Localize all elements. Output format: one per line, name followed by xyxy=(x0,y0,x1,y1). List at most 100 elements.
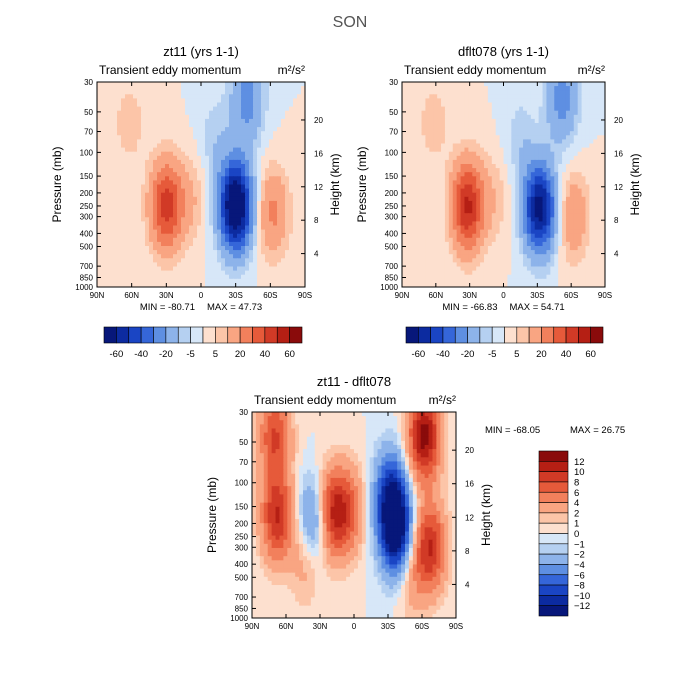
contour-cell xyxy=(193,262,198,268)
contour-cell xyxy=(601,172,605,177)
contour-cell xyxy=(417,139,423,145)
contour-cell xyxy=(173,155,178,161)
contour-cell xyxy=(197,250,202,255)
contour-cell xyxy=(197,164,202,169)
contour-cell xyxy=(293,110,298,116)
contour-cell xyxy=(593,241,598,247)
contour-cell xyxy=(491,139,497,145)
contour-cell xyxy=(487,172,493,177)
contour-cell xyxy=(213,131,218,136)
contour-cell xyxy=(437,168,442,173)
contour-cell xyxy=(97,200,102,206)
contour-cell xyxy=(554,192,559,198)
contour-cell xyxy=(433,139,438,145)
contour-cell xyxy=(519,114,524,120)
contour-cell xyxy=(217,250,222,255)
contour-cell xyxy=(97,123,102,128)
contour-cell xyxy=(185,106,190,112)
contour-cell xyxy=(480,200,485,206)
contour-cell xyxy=(133,98,138,104)
min-label: MIN = -80.71 xyxy=(140,302,195,313)
contour-cell xyxy=(181,205,186,210)
contour-cell xyxy=(429,172,434,177)
contour-cell xyxy=(157,106,162,112)
contour-cell xyxy=(437,151,442,157)
contour-cell xyxy=(499,192,505,198)
contour-cell xyxy=(562,164,567,169)
contour-cell xyxy=(101,131,106,136)
contour-cell xyxy=(237,274,242,280)
contour-cell xyxy=(499,176,505,181)
contour-cell xyxy=(273,155,278,161)
contour-cell xyxy=(301,254,305,259)
contour-cell xyxy=(499,213,505,218)
contour-cell xyxy=(569,237,575,243)
contour-cell xyxy=(534,151,540,157)
contour-cell xyxy=(538,106,544,112)
contour-cell xyxy=(189,200,194,206)
contour-cell xyxy=(117,118,122,124)
contour-cell xyxy=(597,221,602,227)
contour-cell xyxy=(538,217,544,222)
contour-cell xyxy=(277,213,282,218)
contour-cell xyxy=(137,274,142,280)
contour-cell xyxy=(153,118,158,124)
y-tick-label: 70 xyxy=(84,128,93,137)
contour-cell xyxy=(425,180,430,186)
contour-cell xyxy=(209,213,214,218)
contour-cell xyxy=(601,94,605,99)
contour-cell xyxy=(185,123,190,128)
contour-cell xyxy=(460,135,466,140)
contour-cell xyxy=(249,94,254,99)
contour-cell xyxy=(113,110,118,116)
contour-cell xyxy=(289,151,294,157)
contour-cell xyxy=(121,180,126,186)
contour-cell xyxy=(145,209,150,214)
contour-cell xyxy=(121,258,126,263)
contour-cell xyxy=(185,217,190,222)
contour-cell xyxy=(293,254,298,259)
contour-cell xyxy=(265,209,270,214)
contour-cell xyxy=(285,123,290,128)
contour-cell xyxy=(526,200,532,206)
contour-cell xyxy=(173,233,178,239)
contour-cell xyxy=(491,196,497,202)
contour-cell xyxy=(113,94,118,99)
contour-cell xyxy=(237,168,242,173)
contour-cell xyxy=(429,213,434,218)
contour-cell xyxy=(554,147,559,153)
contour-cell xyxy=(585,155,590,161)
contour-cell xyxy=(562,188,567,194)
contour-cell xyxy=(261,274,266,280)
contour-cell xyxy=(523,200,528,206)
contour-cell xyxy=(542,139,548,145)
contour-cell xyxy=(197,110,202,116)
contour-cell xyxy=(273,262,278,268)
contour-cell xyxy=(173,221,178,227)
contour-cell xyxy=(456,127,462,132)
contour-cell xyxy=(409,221,415,227)
contour-cell xyxy=(189,135,194,140)
contour-cell xyxy=(189,266,194,272)
contour-cell xyxy=(113,155,118,161)
contour-cell xyxy=(526,82,532,87)
contour-cell xyxy=(437,233,442,239)
contour-cell xyxy=(519,135,524,140)
contour-cell xyxy=(225,241,230,247)
contour-cell xyxy=(209,233,214,239)
contour-cell xyxy=(129,200,134,206)
contour-cell xyxy=(285,176,290,181)
contour-cell xyxy=(589,86,594,91)
contour-cell xyxy=(297,221,302,227)
contour-cell xyxy=(209,184,214,190)
contour-cell xyxy=(569,131,575,136)
contour-cell xyxy=(201,233,206,239)
contour-cell xyxy=(562,225,567,231)
contour-cell xyxy=(301,262,305,268)
x-tick-label: 90N xyxy=(90,291,105,300)
contour-cell xyxy=(181,110,186,116)
contour-cell xyxy=(589,139,594,145)
contour-cell xyxy=(265,241,270,247)
contour-cell xyxy=(185,82,190,87)
contour-cell xyxy=(213,221,218,227)
